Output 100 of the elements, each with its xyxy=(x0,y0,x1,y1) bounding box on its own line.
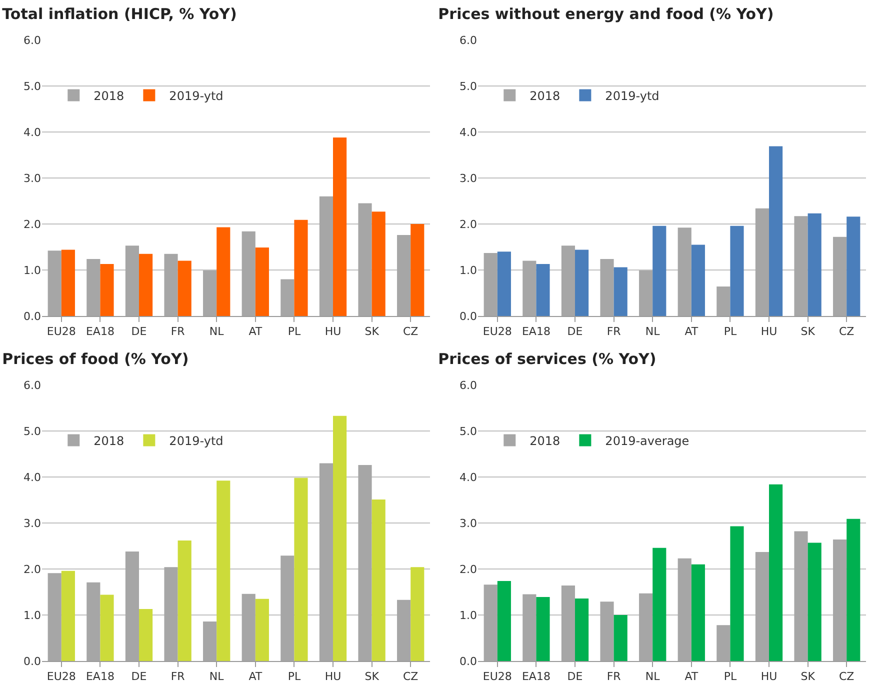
bar xyxy=(769,146,783,316)
x-tick-label: NL xyxy=(209,325,225,338)
chart-title: Prices of food (% YoY) xyxy=(2,350,189,368)
bar xyxy=(397,235,411,316)
x-tick-label: EA18 xyxy=(86,325,114,338)
bar xyxy=(614,615,628,661)
bar xyxy=(372,212,386,316)
chart-title: Prices of services (% YoY) xyxy=(438,350,656,368)
x-tick-label: PL xyxy=(288,670,302,684)
bar xyxy=(575,250,589,316)
bar xyxy=(178,260,192,316)
x-tick-label: PL xyxy=(724,670,738,684)
bar xyxy=(358,203,372,316)
bar xyxy=(294,478,308,661)
y-tick-label: 4.0 xyxy=(24,126,41,139)
bar xyxy=(61,250,75,316)
y-tick-label: 5.0 xyxy=(460,80,477,93)
x-tick-label: DE xyxy=(567,670,583,684)
y-tick-label: 1.0 xyxy=(24,264,41,277)
legend-label: 2018 xyxy=(530,88,560,103)
bar xyxy=(319,196,333,316)
chart-title: Total inflation (HICP, % YoY) xyxy=(2,5,237,24)
y-tick-label: 3.0 xyxy=(24,516,41,530)
bar xyxy=(484,252,498,316)
y-tick-label: 1.0 xyxy=(460,608,477,622)
bar xyxy=(614,267,628,316)
x-tick-label: PL xyxy=(724,325,738,338)
x-tick-label: CZ xyxy=(402,670,419,684)
x-tick-label: HU xyxy=(760,670,778,684)
x-tick-label: AT xyxy=(684,670,698,684)
bar xyxy=(125,246,139,316)
bar xyxy=(280,279,294,316)
y-tick-label: 5.0 xyxy=(460,424,477,438)
y-tick-label: 5.0 xyxy=(24,80,41,93)
y-tick-label: 4.0 xyxy=(460,126,477,139)
bar xyxy=(755,552,769,661)
x-tick-label: CZ xyxy=(838,325,855,338)
y-tick-label: 2.0 xyxy=(460,218,477,231)
bar xyxy=(216,480,230,661)
bar xyxy=(242,594,256,661)
bar xyxy=(716,625,730,661)
bar xyxy=(397,600,411,661)
bar xyxy=(561,586,575,661)
bar xyxy=(178,540,192,661)
x-tick-label: AT xyxy=(684,325,698,338)
x-tick-label: EU28 xyxy=(482,670,512,684)
chart-title: Prices without energy and food (% YoY) xyxy=(438,5,774,24)
bar xyxy=(319,463,333,661)
x-tick-label: EU28 xyxy=(46,670,76,684)
bar xyxy=(575,598,589,661)
bar xyxy=(730,226,744,316)
legend-label: 2018 xyxy=(530,434,560,448)
bar xyxy=(691,244,705,316)
bar xyxy=(410,224,424,316)
x-tick-label: FR xyxy=(606,325,622,338)
y-tick-label: 6.0 xyxy=(24,34,41,47)
bar xyxy=(794,531,808,661)
bar xyxy=(561,246,575,316)
bar xyxy=(484,584,498,661)
legend-label: 2019-average xyxy=(605,434,690,448)
bar xyxy=(639,593,653,661)
bar xyxy=(808,542,822,661)
x-tick-label: HU xyxy=(760,325,778,338)
x-tick-label: HU xyxy=(324,670,342,684)
x-tick-label: PL xyxy=(288,325,302,338)
legend-label: 2019-ytd xyxy=(169,88,224,103)
bar xyxy=(522,594,536,661)
bar xyxy=(522,260,536,316)
x-tick-label: EA18 xyxy=(86,670,114,684)
bar xyxy=(280,556,294,661)
x-tick-label: SK xyxy=(364,670,380,684)
bar xyxy=(48,573,62,661)
legend-label: 2019-ytd xyxy=(169,434,224,448)
legend-label: 2018 xyxy=(94,434,124,448)
bar xyxy=(358,465,372,661)
legend-label: 2018 xyxy=(94,88,124,103)
bar xyxy=(497,252,511,316)
bar xyxy=(846,518,860,661)
x-tick-label: DE xyxy=(131,670,147,684)
bar xyxy=(536,597,550,661)
x-tick-label: SK xyxy=(364,325,380,338)
y-tick-label: 0.0 xyxy=(24,654,41,668)
x-tick-label: EU28 xyxy=(482,325,512,338)
bar xyxy=(769,484,783,661)
bar xyxy=(86,582,100,661)
bar xyxy=(846,216,860,316)
bar xyxy=(536,264,550,316)
bar xyxy=(164,254,178,316)
bar xyxy=(639,270,653,316)
bar xyxy=(294,220,308,316)
bar xyxy=(600,258,614,316)
y-tick-label: 5.0 xyxy=(24,424,41,438)
bar xyxy=(255,247,269,316)
x-tick-label: NL xyxy=(645,670,661,684)
x-tick-label: DE xyxy=(131,325,147,338)
bar xyxy=(61,570,75,661)
x-tick-label: AT xyxy=(248,325,262,338)
bar xyxy=(164,567,178,661)
y-tick-label: 0.0 xyxy=(460,310,477,323)
bar xyxy=(203,621,217,661)
